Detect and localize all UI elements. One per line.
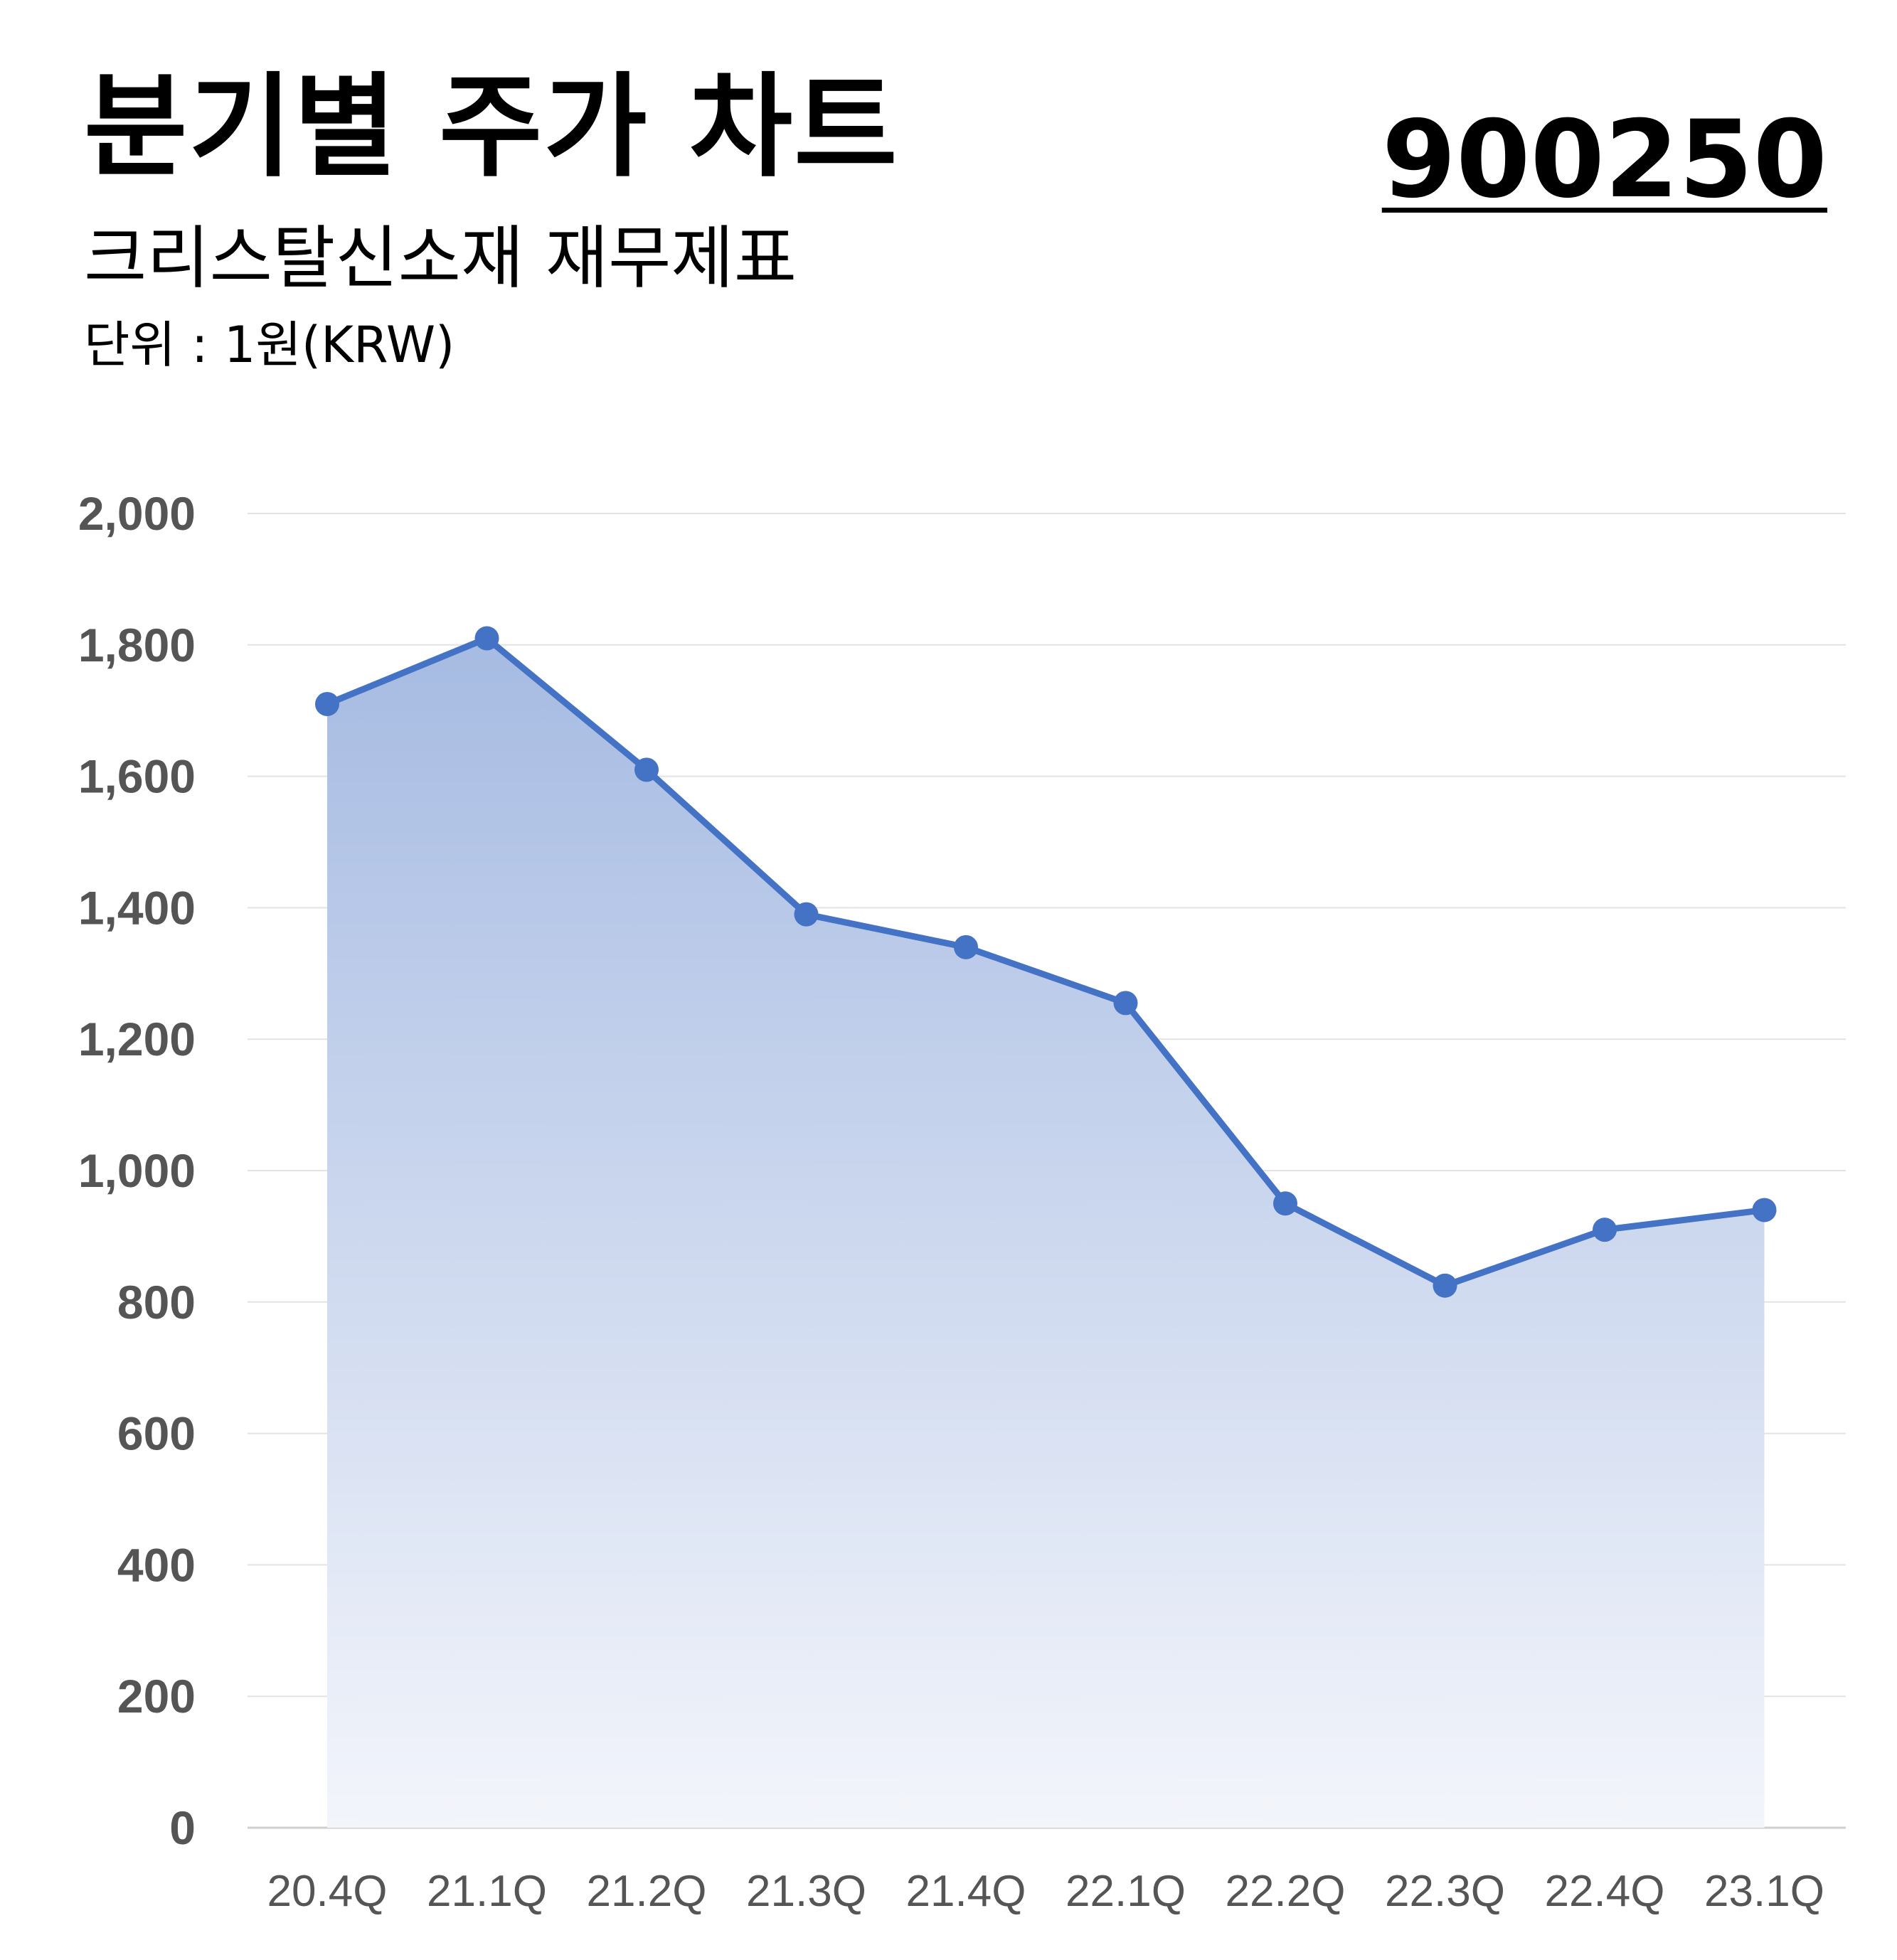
data-point[interactable] [634, 757, 659, 782]
y-tick-label: 1,600 [78, 750, 196, 803]
x-tick-label: 21.2Q [587, 1867, 707, 1916]
x-tick-label: 22.3Q [1385, 1867, 1505, 1916]
data-point[interactable] [315, 691, 339, 716]
x-tick-label: 22.2Q [1226, 1867, 1346, 1916]
unit-label: 단위 : 1원(KRW) [84, 316, 455, 374]
data-point[interactable] [1433, 1273, 1457, 1298]
chart-title: 분기별 주가 차트 [84, 62, 899, 193]
y-tick-label: 800 [117, 1276, 196, 1328]
x-tick-label: 23.1Q [1704, 1867, 1824, 1916]
chart-subtitle: 크리스탈신소재 재무제표 [84, 218, 797, 298]
data-point[interactable] [1113, 991, 1138, 1016]
series-line [326, 635, 1765, 1289]
data-point[interactable] [1752, 1198, 1777, 1223]
y-axis: 0 200 400 600 800 1,000 1,200 1,400 1,600 1,800 2,… [78, 487, 196, 1854]
y-tick-label: 400 [117, 1538, 196, 1591]
y-tick-label: 1,800 [78, 619, 196, 671]
data-point[interactable] [1593, 1218, 1617, 1242]
area-shape [327, 638, 1765, 1828]
x-tick-label: 22.4Q [1545, 1867, 1665, 1916]
y-tick-label: 0 [169, 1801, 196, 1854]
x-tick-label: 21.3Q [746, 1867, 866, 1916]
data-points [315, 626, 1777, 1298]
data-point[interactable] [794, 902, 819, 927]
data-point[interactable] [1273, 1191, 1297, 1216]
x-axis: 20.4Q 21.1Q 21.2Q 21.3Q 21.4Q 22.1Q 22.2Q 22.3Q… [267, 1867, 1824, 1916]
x-tick-label: 21.1Q [427, 1867, 547, 1916]
area-fill [327, 638, 1765, 1828]
y-tick-label: 200 [117, 1670, 196, 1722]
x-tick-label: 20.4Q [267, 1867, 388, 1916]
x-tick-label: 22.1Q [1066, 1867, 1186, 1916]
y-tick-label: 1,200 [78, 1013, 196, 1065]
stock-code[interactable]: 900250 [1381, 98, 1827, 222]
data-point[interactable] [474, 626, 499, 651]
y-tick-label: 1,000 [78, 1144, 196, 1197]
y-tick-label: 600 [117, 1407, 196, 1460]
y-tick-label: 1,400 [78, 881, 196, 934]
series-polyline [326, 635, 1765, 1289]
data-point[interactable] [954, 934, 978, 959]
x-tick-label: 21.4Q [906, 1867, 1026, 1916]
y-tick-label: 2,000 [78, 487, 196, 540]
